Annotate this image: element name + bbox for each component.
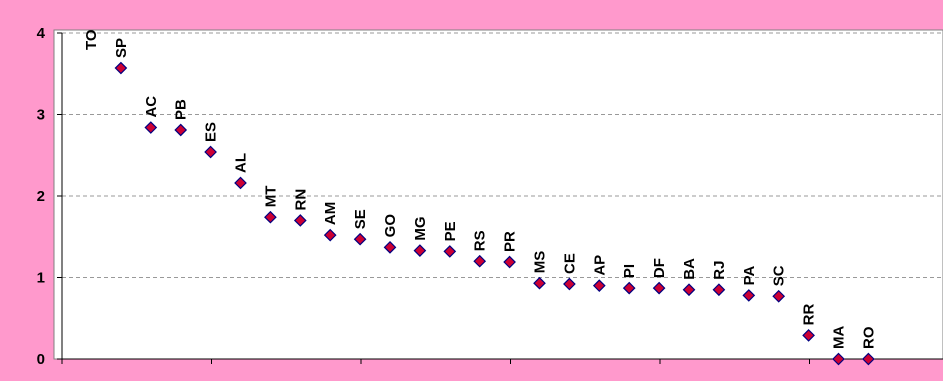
category-label-ro: RO xyxy=(860,326,877,349)
category-label-al: AL xyxy=(233,153,250,173)
data-point-ap xyxy=(592,279,606,292)
y-tick-label: 2 xyxy=(37,188,45,205)
category-label-sp: SP xyxy=(113,38,130,58)
category-label-mt: MT xyxy=(262,186,279,208)
data-point-al xyxy=(234,176,247,190)
data-point-rr xyxy=(802,329,815,342)
data-markers xyxy=(114,61,875,366)
category-labels: TO SP AC PB ES AL MT RN AM SE GO MG PE RS PR MS CE AP PI DF… xyxy=(83,29,877,349)
data-point-ro xyxy=(862,352,875,366)
plot-area xyxy=(53,29,943,360)
category-label-go: GO xyxy=(382,214,399,238)
y-tick-label: 4 xyxy=(37,25,46,42)
category-label-to: TO xyxy=(83,29,100,50)
category-label-pe: PE xyxy=(442,221,459,241)
category-label-rs: RS xyxy=(472,230,489,251)
data-point-mt xyxy=(264,210,277,224)
data-point-ac xyxy=(144,121,158,134)
y-tick-label: 1 xyxy=(37,270,45,287)
category-label-pb: PB xyxy=(173,99,190,120)
category-label-rr: RR xyxy=(801,304,818,326)
category-label-pi: PI xyxy=(621,264,638,278)
category-label-df: DF xyxy=(651,258,668,278)
data-point-ce xyxy=(563,277,576,291)
data-point-pa xyxy=(742,289,756,302)
category-label-ms: MS xyxy=(532,251,549,274)
data-point-ba xyxy=(682,283,696,297)
data-point-pb xyxy=(174,123,188,137)
data-point-rj xyxy=(712,283,726,297)
category-label-ma: MA xyxy=(831,326,848,349)
data-point-ma xyxy=(832,352,845,366)
category-label-pr: PR xyxy=(502,231,519,252)
category-label-ap: AP xyxy=(591,255,608,276)
category-label-sc: SC xyxy=(771,265,788,286)
data-point-df xyxy=(652,281,666,295)
data-point-go xyxy=(383,240,397,254)
data-point-rn xyxy=(293,214,307,227)
data-point-se xyxy=(353,232,367,246)
data-point-pr xyxy=(503,255,516,269)
category-label-ba: BA xyxy=(681,258,698,280)
category-label-am: AM xyxy=(322,202,339,225)
category-label-pa: PA xyxy=(741,266,758,286)
category-label-ac: AC xyxy=(143,96,160,118)
data-point-pi xyxy=(622,281,636,295)
category-label-es: ES xyxy=(203,122,220,142)
y-tick-label: 0 xyxy=(37,351,45,368)
category-label-mg: MG xyxy=(412,216,429,240)
category-label-rj: RJ xyxy=(711,261,728,280)
y-tick-label: 3 xyxy=(37,107,45,124)
data-point-sp xyxy=(114,61,128,75)
category-label-se: SE xyxy=(352,209,369,229)
data-point-am xyxy=(323,228,337,242)
data-point-mg xyxy=(413,244,427,257)
axes: 0 1 2 3 4 xyxy=(37,25,943,368)
data-point-pe xyxy=(443,245,457,258)
data-point-ms xyxy=(533,276,546,290)
data-point-rs xyxy=(473,254,487,268)
category-label-ce: CE xyxy=(561,253,578,274)
data-point-es xyxy=(204,145,217,159)
category-label-rn: RN xyxy=(292,189,309,211)
data-point-sc xyxy=(772,289,786,303)
